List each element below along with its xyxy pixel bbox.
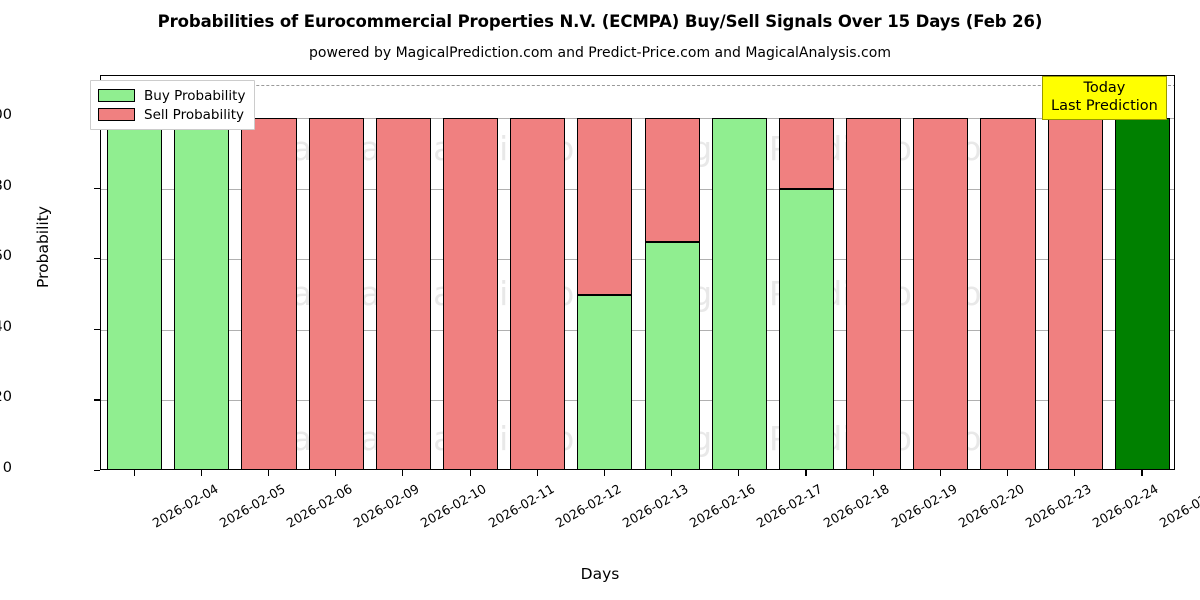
chart-subtitle: powered by MagicalPrediction.com and Pre…	[309, 45, 891, 61]
bar-group[interactable]	[308, 76, 364, 469]
x-tick-label: 2026-02-09	[350, 481, 422, 531]
x-tick-label: 2026-02-25	[1157, 481, 1200, 531]
y-axis-label: Probability	[34, 206, 52, 288]
bar-segment-today[interactable]	[1114, 118, 1170, 469]
x-tick-mark	[200, 470, 202, 476]
legend-swatch	[98, 108, 135, 121]
x-tick-label: 2026-02-12	[552, 481, 624, 531]
bar-group[interactable]	[644, 76, 700, 469]
bar-group[interactable]	[778, 76, 835, 469]
plot-area: MagicalAnalysis.comMagicalPrediction.com…	[100, 75, 1175, 470]
bar-segment-buy[interactable]	[577, 294, 633, 469]
bar-group[interactable]	[174, 76, 230, 469]
x-tick-mark	[536, 470, 538, 476]
y-tick-mark	[94, 328, 100, 331]
bar-segment-sell[interactable]	[913, 118, 969, 469]
legend-swatch	[98, 89, 135, 102]
bar-group[interactable]	[913, 76, 969, 469]
x-tick-label: 2026-02-23	[1022, 481, 1094, 531]
bar-segment-sell[interactable]	[577, 118, 633, 295]
bar-segment-sell[interactable]	[1047, 118, 1103, 469]
legend-label: Sell Probability	[144, 106, 245, 123]
x-tick-mark	[335, 470, 337, 476]
legend-item[interactable]: Buy Probability	[98, 86, 245, 105]
bar-group[interactable]	[1114, 76, 1170, 469]
today-annotation: Today Last Prediction	[1042, 76, 1167, 121]
legend-item[interactable]: Sell Probability	[98, 105, 245, 124]
x-tick-mark	[267, 470, 270, 476]
today-annotation-line1: Today	[1083, 80, 1126, 96]
x-tick-mark	[939, 470, 941, 476]
bar-group[interactable]	[846, 76, 902, 469]
x-tick-label: 2026-02-18	[821, 481, 893, 531]
bar-group[interactable]	[241, 76, 297, 469]
bar-segment-buy[interactable]	[711, 118, 767, 469]
bar-group[interactable]	[980, 76, 1036, 469]
gridline	[101, 259, 1174, 261]
x-tick-label: 2026-02-17	[754, 481, 825, 531]
x-tick-label: 2026-02-06	[283, 481, 355, 531]
bar-group[interactable]	[711, 76, 767, 469]
x-tick-mark	[872, 470, 874, 476]
bar-group[interactable]	[442, 76, 499, 469]
x-tick-label: 2026-02-16	[686, 481, 758, 531]
bar-segment-buy[interactable]	[778, 188, 835, 469]
x-tick-mark	[671, 470, 673, 476]
bar-group[interactable]	[1047, 76, 1103, 469]
bar-segment-sell[interactable]	[241, 118, 297, 469]
x-tick-label: 2026-02-24	[1090, 481, 1161, 531]
bar-segment-sell[interactable]	[375, 118, 431, 469]
x-tick-label: 2026-02-04	[149, 481, 221, 531]
y-tick-mark	[94, 258, 100, 260]
y-tick-mark	[94, 470, 100, 472]
bar-group[interactable]	[577, 76, 633, 469]
legend-label: Buy Probability	[144, 87, 246, 104]
bar-group[interactable]	[375, 76, 431, 469]
x-tick-mark	[402, 470, 404, 476]
x-tick-mark	[1007, 470, 1009, 476]
gridline	[101, 329, 1174, 331]
gridline	[101, 118, 1174, 120]
chart-title: Probabilities of Eurocommercial Properti…	[157, 12, 1043, 31]
x-tick-mark	[603, 470, 605, 476]
bar-segment-buy[interactable]	[644, 241, 700, 469]
x-tick-mark	[1074, 470, 1076, 476]
bar-segment-buy[interactable]	[174, 118, 230, 469]
bar-segment-sell[interactable]	[846, 118, 902, 469]
y-tick-mark	[94, 187, 100, 189]
bar-segment-sell[interactable]	[442, 118, 499, 469]
bar-group[interactable]	[107, 76, 163, 469]
gridline	[101, 400, 1174, 402]
x-tick-mark	[805, 470, 807, 476]
bar-segment-sell[interactable]	[510, 118, 566, 469]
bar-group[interactable]	[510, 76, 566, 469]
reference-line	[101, 84, 1174, 86]
x-tick-mark	[133, 470, 135, 476]
bar-segment-sell[interactable]	[308, 118, 364, 469]
x-tick-label: 2026-02-10	[418, 481, 490, 531]
gridline	[101, 188, 1174, 190]
x-tick-label: 2026-02-11	[485, 481, 557, 531]
chart-legend: Buy Probability Sell Probability	[90, 80, 256, 130]
y-tick-mark	[94, 399, 100, 401]
bar-segment-sell[interactable]	[980, 118, 1036, 469]
bar-segment-buy[interactable]	[107, 118, 163, 469]
x-tick-label: 2026-02-05	[216, 481, 288, 531]
bars-layer	[101, 76, 1174, 469]
x-tick-label: 2026-02-20	[955, 481, 1027, 531]
x-tick-mark	[469, 470, 471, 476]
x-axis-label: Days	[580, 565, 620, 583]
today-annotation-line2: Last Prediction	[1051, 97, 1158, 114]
bar-segment-sell[interactable]	[644, 118, 700, 242]
x-tick-label: 2026-02-19	[888, 481, 960, 531]
bar-segment-sell[interactable]	[778, 118, 835, 189]
x-tick-mark	[1141, 470, 1143, 476]
x-tick-label: 2026-02-13	[619, 481, 691, 531]
x-tick-mark	[738, 470, 740, 476]
